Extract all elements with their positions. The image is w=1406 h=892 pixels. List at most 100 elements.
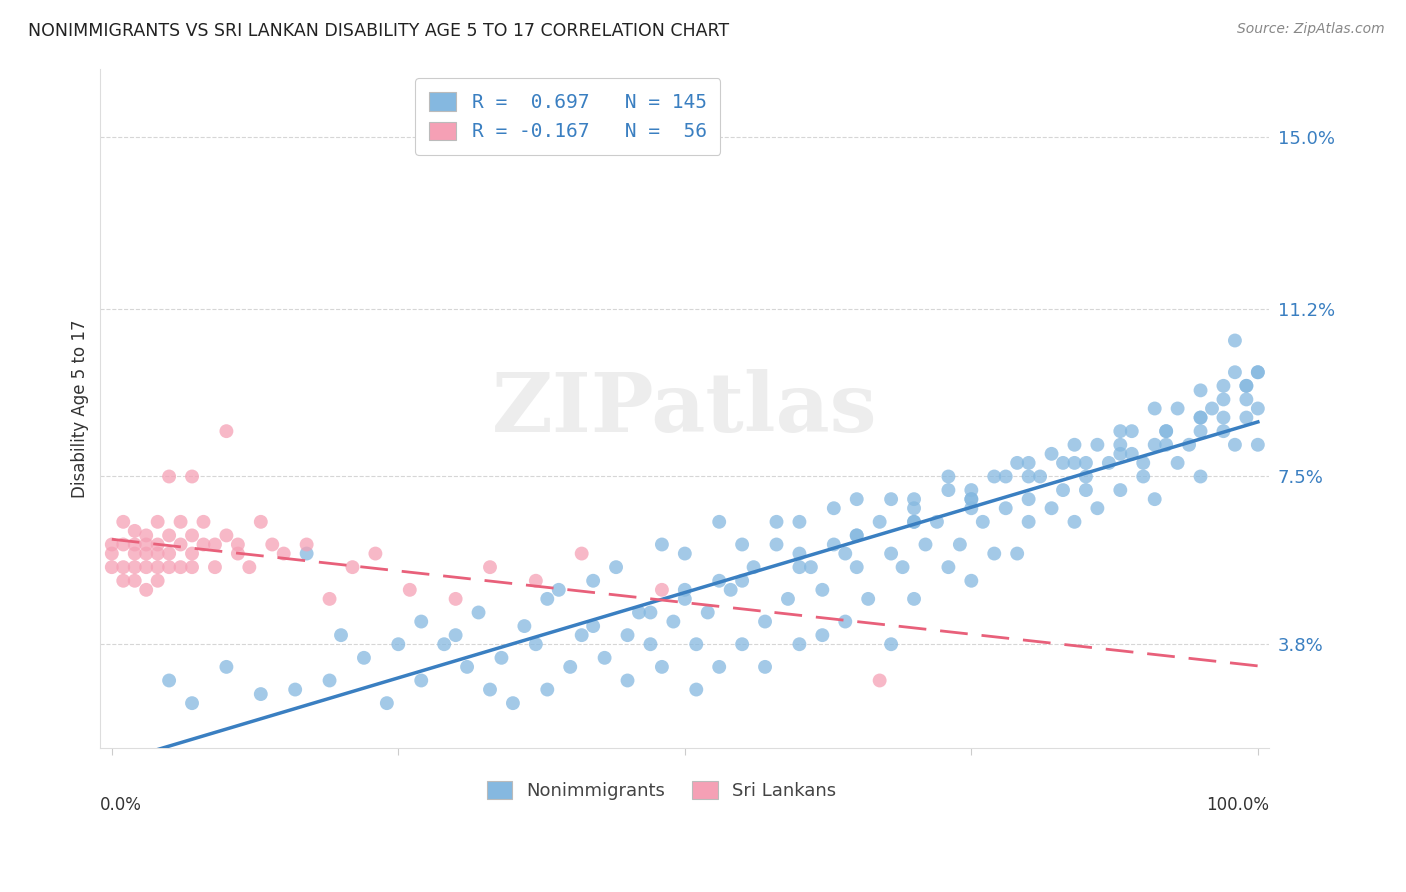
Point	[1189, 410, 1212, 425]
Point	[605, 560, 627, 574]
Point	[456, 660, 478, 674]
Point	[983, 469, 1005, 483]
Point	[1234, 379, 1257, 393]
Point	[1247, 438, 1270, 452]
Point	[765, 515, 787, 529]
Point	[1167, 401, 1189, 416]
Point	[1189, 424, 1212, 438]
Point	[101, 537, 124, 551]
Point	[215, 528, 238, 542]
Point	[181, 547, 204, 561]
Point	[845, 560, 868, 574]
Point	[353, 650, 375, 665]
Point	[789, 560, 811, 574]
Point	[524, 637, 547, 651]
Point	[193, 515, 215, 529]
Point	[925, 515, 948, 529]
Point	[662, 615, 685, 629]
Point	[1223, 365, 1246, 379]
Point	[1201, 401, 1223, 416]
Point	[823, 537, 845, 551]
Point	[1143, 492, 1166, 507]
Point	[181, 560, 204, 574]
Point	[1087, 501, 1109, 516]
Point	[112, 515, 135, 529]
Point	[146, 560, 169, 574]
Point	[101, 560, 124, 574]
Point	[673, 582, 696, 597]
Point	[880, 492, 903, 507]
Point	[960, 492, 983, 507]
Point	[776, 591, 799, 606]
Point	[146, 537, 169, 551]
Point	[1063, 456, 1085, 470]
Point	[467, 606, 489, 620]
Point	[124, 547, 146, 561]
Point	[1121, 424, 1143, 438]
Point	[651, 537, 673, 551]
Point	[295, 537, 318, 551]
Point	[1040, 447, 1063, 461]
Point	[765, 537, 787, 551]
Point	[273, 547, 295, 561]
Point	[1167, 456, 1189, 470]
Point	[1098, 456, 1121, 470]
Point	[845, 528, 868, 542]
Point	[249, 687, 271, 701]
Point	[720, 582, 742, 597]
Point	[502, 696, 524, 710]
Point	[1074, 483, 1097, 497]
Point	[994, 501, 1017, 516]
Point	[181, 528, 204, 542]
Point	[845, 528, 868, 542]
Point	[1052, 483, 1074, 497]
Point	[960, 501, 983, 516]
Point	[330, 628, 353, 642]
Point	[284, 682, 307, 697]
Point	[124, 574, 146, 588]
Point	[709, 574, 731, 588]
Point	[387, 637, 409, 651]
Point	[1189, 384, 1212, 398]
Point	[571, 547, 593, 561]
Point	[1005, 456, 1028, 470]
Point	[742, 560, 765, 574]
Point	[789, 547, 811, 561]
Point	[731, 574, 754, 588]
Point	[444, 628, 467, 642]
Point	[1247, 365, 1270, 379]
Point	[479, 682, 502, 697]
Point	[1223, 438, 1246, 452]
Point	[891, 560, 914, 574]
Point	[1121, 447, 1143, 461]
Point	[938, 469, 960, 483]
Point	[226, 537, 249, 551]
Point	[709, 515, 731, 529]
Point	[856, 591, 879, 606]
Point	[972, 515, 994, 529]
Point	[364, 547, 387, 561]
Point	[238, 560, 260, 574]
Y-axis label: Disability Age 5 to 17: Disability Age 5 to 17	[72, 319, 89, 498]
Point	[1154, 424, 1177, 438]
Point	[204, 560, 226, 574]
Point	[1052, 456, 1074, 470]
Point	[169, 560, 191, 574]
Point	[536, 591, 558, 606]
Point	[938, 560, 960, 574]
Point	[903, 515, 925, 529]
Text: Source: ZipAtlas.com: Source: ZipAtlas.com	[1237, 22, 1385, 37]
Point	[1018, 492, 1040, 507]
Point	[903, 501, 925, 516]
Point	[789, 637, 811, 651]
Point	[1040, 501, 1063, 516]
Point	[146, 515, 169, 529]
Point	[845, 492, 868, 507]
Point	[135, 582, 157, 597]
Point	[215, 660, 238, 674]
Point	[536, 682, 558, 697]
Point	[181, 696, 204, 710]
Point	[249, 515, 271, 529]
Point	[1018, 456, 1040, 470]
Point	[491, 650, 513, 665]
